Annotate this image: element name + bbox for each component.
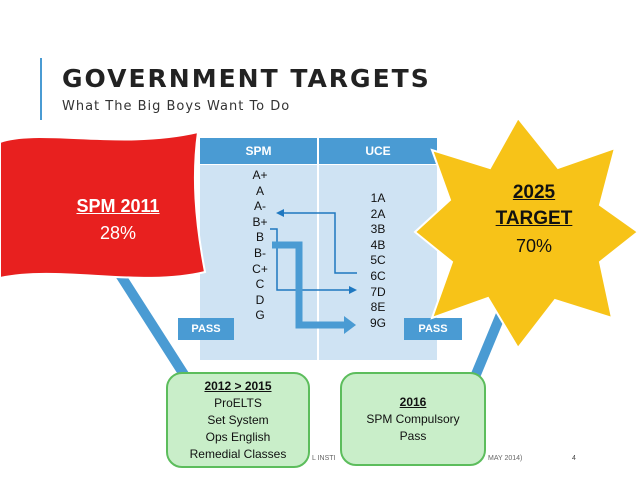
flag-percent: 28% [99, 223, 137, 243]
box-2016-item: Pass [399, 429, 427, 443]
spm-grade: B+ [252, 214, 268, 229]
flag-label: SPM 2011 28% [58, 196, 178, 244]
box-2012-item: Ops English [205, 430, 271, 444]
spm-grade: C+ [252, 261, 268, 276]
star-label: 2025 TARGET 70% [474, 180, 594, 257]
spm-grade: A+ [252, 168, 268, 182]
thin-arrow-5c-to-a-minus [283, 212, 357, 274]
title-accent-bar [40, 58, 42, 120]
pass-label-left: PASS [178, 318, 234, 340]
uce-grade-list: 1A 2A 3B 4B 5C 6C 7D 8E 9G [358, 191, 398, 331]
box-2016-item: SPM Compulsory [366, 412, 460, 426]
thin-arrow-head [349, 286, 357, 294]
box-2012-item: Remedial Classes [189, 447, 287, 461]
yellow-star [413, 116, 638, 350]
star-percent: 70% [515, 236, 553, 256]
uce-grade: 3B [370, 222, 386, 237]
uce-grade: 2A [370, 206, 386, 221]
flag-to-2012-arrow-shaft [107, 259, 195, 387]
box-2016: 2016 SPM Compulsory Pass [340, 372, 486, 466]
table-header-spm: SPM [200, 138, 317, 164]
thin-arrow-head [276, 209, 284, 217]
box-2012-2015: 2012 > 2015 ProELTS Set System Ops Engli… [166, 372, 310, 468]
spm-grade: D [255, 292, 265, 307]
uce-grade: 7D [370, 284, 386, 299]
spm-grade: A- [254, 199, 266, 214]
footer-text-left: L INSTI [312, 455, 336, 462]
box-2012-heading: 2012 > 2015 [204, 379, 272, 393]
slide-title: GOVERNMENT TARGETS [62, 64, 431, 93]
table-header-uce: UCE [319, 138, 437, 164]
uce-grade: 1A [370, 191, 386, 205]
box-2012-item: Set System [207, 413, 269, 427]
flag-title: SPM 2011 [76, 196, 160, 216]
uce-grade: 5C [370, 253, 386, 268]
thick-arrow-head [344, 316, 356, 334]
slide-number: 4 [572, 455, 576, 462]
footer-text-right: MAY 2014) [488, 455, 523, 462]
spm-grade: B [255, 230, 264, 245]
spm-grade-list: A+ A A- B+ B B- C+ C D G [240, 168, 280, 324]
thick-arrow-b-to-8e [272, 241, 346, 329]
slide-subtitle: What The Big Boys Want To Do [62, 99, 291, 114]
uce-grade: 4B [370, 237, 386, 252]
uce-grade: 8E [370, 300, 386, 315]
spm-grade: A [255, 183, 264, 198]
uce-grade: 6C [370, 268, 386, 283]
star-year: 2025 [512, 182, 556, 203]
uce-grade: 9G [369, 315, 386, 330]
thin-arrow-b-plus-to-6c [270, 228, 350, 291]
spm-grade: G [255, 308, 265, 323]
spm-grade: B- [254, 245, 266, 260]
pass-label-right: PASS [404, 318, 462, 340]
red-flag [0, 130, 207, 280]
box-2016-heading: 2016 [399, 395, 427, 409]
spm-grade: C [255, 277, 265, 292]
star-target: TARGET [495, 208, 573, 229]
box-2012-item: ProELTS [214, 396, 262, 410]
